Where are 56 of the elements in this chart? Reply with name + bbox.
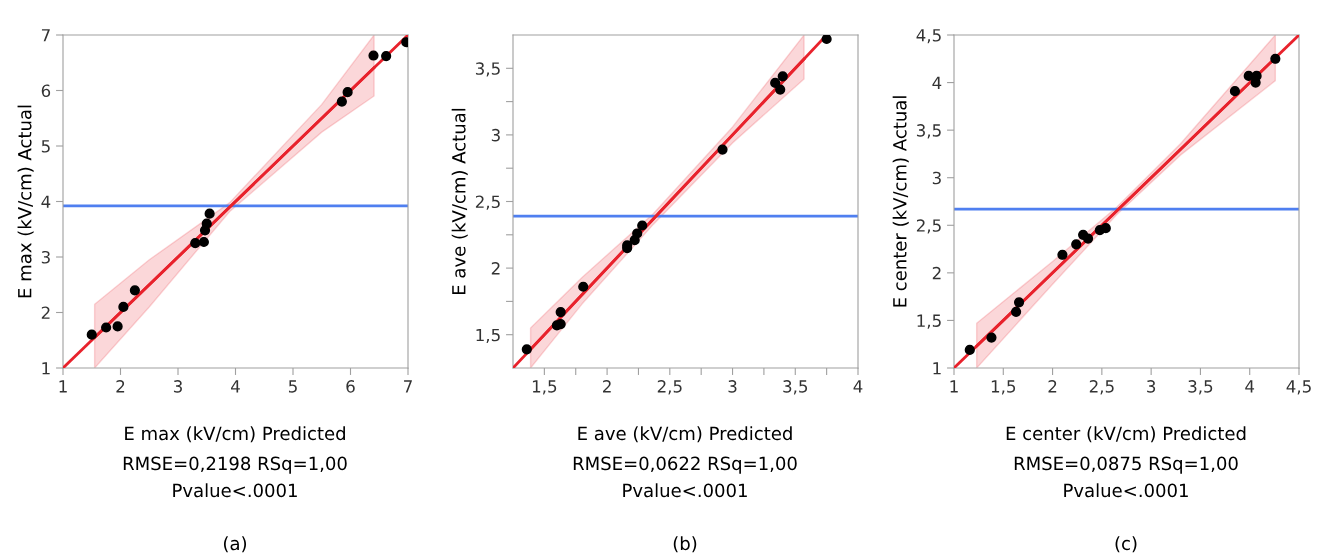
x-tick-label: 4 xyxy=(853,380,863,393)
x-tick-label: 3 xyxy=(728,380,737,393)
y-tick-label: 3 xyxy=(41,250,50,264)
x-tick-label: 1 xyxy=(59,380,67,393)
y-tick-label: 2,5 xyxy=(916,219,941,234)
y-tick-label: 1,5 xyxy=(476,328,500,343)
x-tick-label: 4,5 xyxy=(1286,380,1311,395)
y-tick-label: 2 xyxy=(932,266,941,280)
text: RMSE=0,0622 RSq=1,00 xyxy=(573,456,797,474)
x-axis-title: E center (kV/cm) Predicted xyxy=(1006,426,1246,443)
x-tick-label: 6 xyxy=(346,380,355,393)
y-tick-label: 1 xyxy=(933,362,941,375)
x-tick-label: 3 xyxy=(173,380,182,393)
y-tick-label: 6 xyxy=(41,84,51,98)
y-tick-label: 4,5 xyxy=(916,29,941,44)
x-tick-label: 7 xyxy=(404,380,412,393)
x-axis-title: E ave (kV/cm) Predicted xyxy=(578,426,792,443)
x-tick-label: 4 xyxy=(231,380,240,393)
y-tick-label: 2 xyxy=(41,306,50,319)
x-tick-label: 4 xyxy=(1245,380,1255,393)
x-tick-label: 3,5 xyxy=(783,380,808,395)
x-tick-label: 2 xyxy=(116,380,125,393)
x-axis-title: E max (kV/cm) Predicted xyxy=(125,426,345,443)
y-tick-label: 2 xyxy=(491,262,500,275)
y-axis-title: E center (kV/cm) Actual xyxy=(892,96,909,307)
y-tick-label: 3,5 xyxy=(475,62,500,77)
text: RMSE=0,0875 RSq=1,00 xyxy=(1014,456,1238,474)
y-tick-label: 1 xyxy=(42,362,50,375)
y-tick-label: 4 xyxy=(932,76,942,89)
x-tick-label: 1,5 xyxy=(532,380,557,395)
text: Pvalue<.0001 xyxy=(173,483,297,498)
x-tick-label: 2 xyxy=(1048,380,1057,393)
text: Pvalue<.0001 xyxy=(623,483,747,498)
x-tick-label: 1 xyxy=(950,380,958,393)
y-axis-title: E max (kV/cm) Actual xyxy=(17,105,34,298)
text: (b) xyxy=(673,536,697,553)
x-tick-label: 2 xyxy=(603,380,611,393)
x-tick-label: 2,5 xyxy=(657,380,682,395)
text: (a) xyxy=(223,536,247,553)
y-tick-label: 3,5 xyxy=(916,124,941,139)
text: Pvalue<.0001 xyxy=(1064,483,1188,498)
text: (c) xyxy=(1115,536,1137,553)
x-tick-label: 5 xyxy=(288,380,297,393)
x-tick-label: 1,5 xyxy=(991,380,1016,395)
y-tick-label: 7 xyxy=(41,29,50,42)
y-tick-label: 3 xyxy=(491,128,500,142)
x-tick-label: 2,5 xyxy=(1089,380,1114,395)
y-tick-label: 5 xyxy=(41,140,50,153)
y-tick-label: 2,5 xyxy=(475,195,500,210)
x-tick-label: 3,5 xyxy=(1188,380,1213,395)
x-tick-label: 3 xyxy=(1147,380,1156,393)
y-tick-label: 1,5 xyxy=(917,314,941,329)
y-axis-title: E ave (kV/cm) Actual xyxy=(451,108,468,294)
text: RMSE=0,2198 RSq=1,00 xyxy=(123,456,347,474)
y-tick-label: 4 xyxy=(41,195,51,208)
y-tick-label: 3 xyxy=(932,171,941,185)
